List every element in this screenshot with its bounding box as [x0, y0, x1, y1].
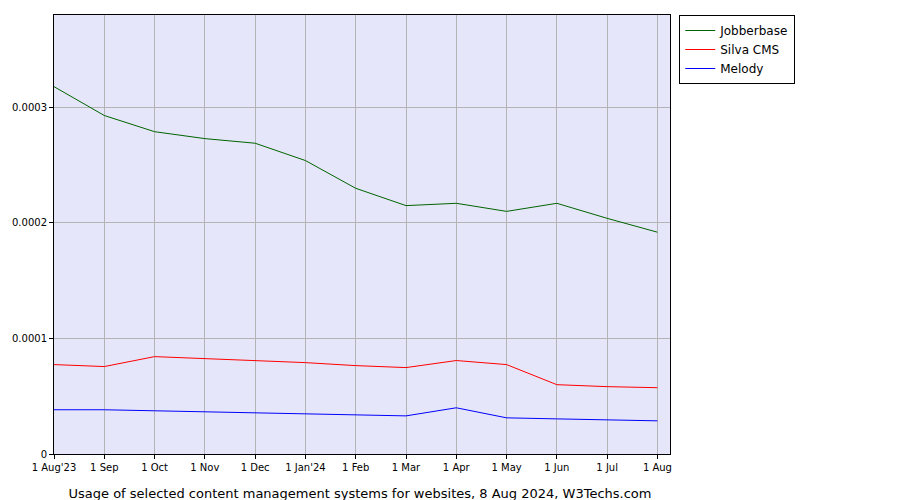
svg-text:1 Aug'23: 1 Aug'23 [32, 462, 77, 473]
svg-text:1 Apr: 1 Apr [443, 462, 471, 473]
svg-text:1 May: 1 May [491, 462, 521, 473]
svg-text:1 Mar: 1 Mar [392, 462, 421, 473]
svg-text:0.0002: 0.0002 [12, 217, 47, 228]
svg-text:1 Jun: 1 Jun [544, 462, 569, 473]
svg-text:Jobberbase: Jobberbase [719, 24, 787, 38]
svg-text:0: 0 [41, 449, 47, 460]
svg-text:1 Feb: 1 Feb [342, 462, 369, 473]
svg-text:Silva CMS: Silva CMS [720, 43, 779, 57]
svg-text:1 Jul: 1 Jul [596, 462, 618, 473]
svg-text:Melody: Melody [720, 62, 763, 76]
svg-text:1 Aug: 1 Aug [643, 462, 672, 473]
svg-text:1 Jan'24: 1 Jan'24 [285, 462, 325, 473]
svg-text:0.0001: 0.0001 [12, 333, 47, 344]
svg-text:1 Dec: 1 Dec [241, 462, 270, 473]
svg-text:1 Nov: 1 Nov [190, 462, 219, 473]
svg-text:1 Sep: 1 Sep [90, 462, 118, 473]
svg-text:Usage of selected content mana: Usage of selected content management sys… [69, 486, 652, 500]
svg-text:0.0003: 0.0003 [12, 102, 47, 113]
svg-text:1 Oct: 1 Oct [141, 462, 168, 473]
